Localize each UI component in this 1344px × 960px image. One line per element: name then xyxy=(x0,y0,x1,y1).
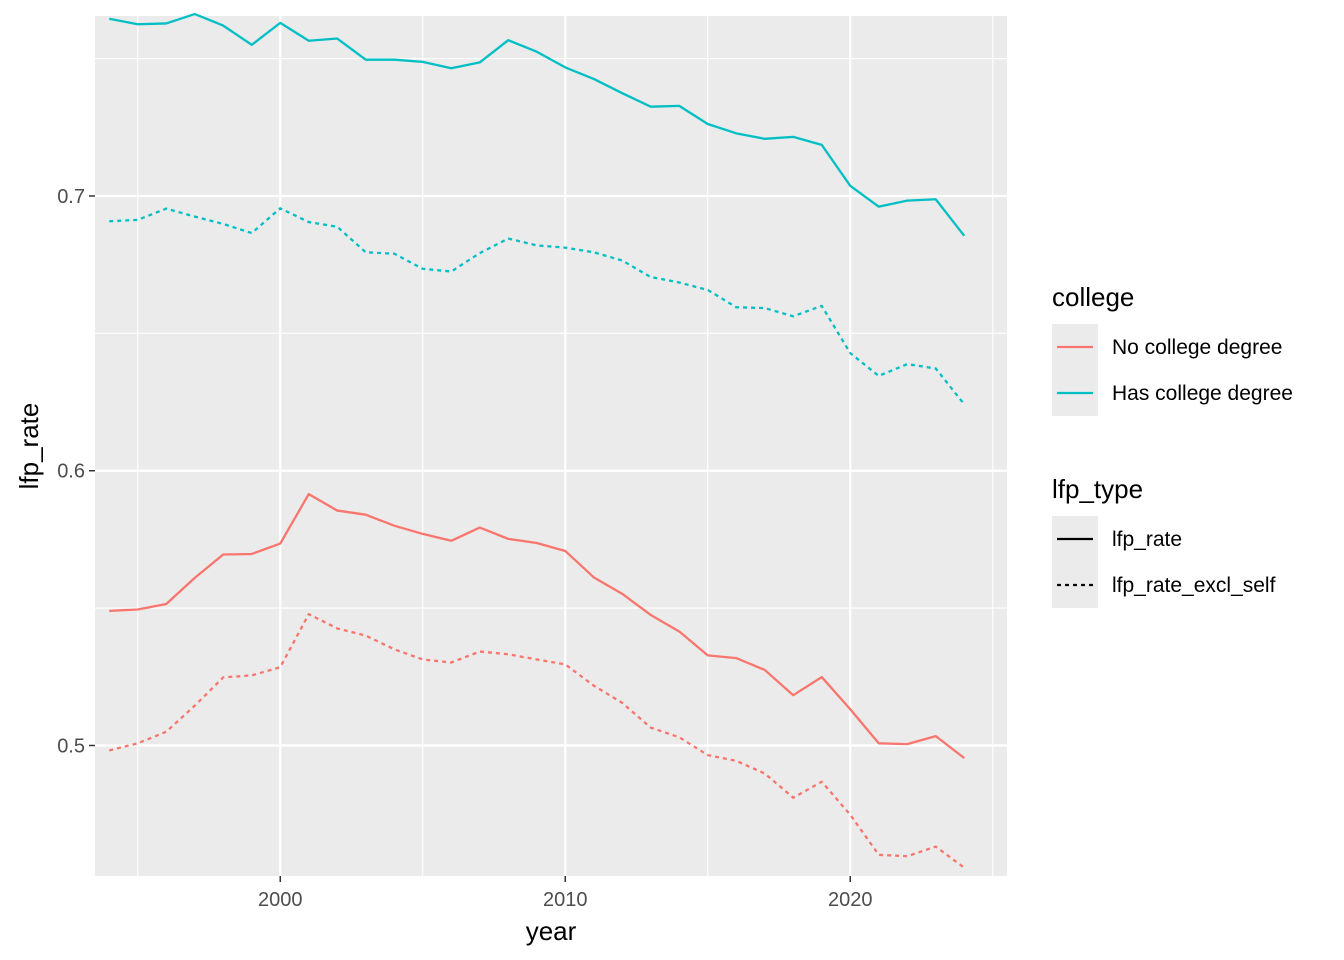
x-tick-label: 2010 xyxy=(543,889,588,911)
legend-label: lfp_rate xyxy=(1112,528,1182,551)
y-axis-title: lfp_rate xyxy=(14,403,44,490)
y-tick-label: 0.5 xyxy=(57,735,85,757)
major-gridlines xyxy=(95,16,1007,876)
plot-panel xyxy=(95,16,1007,876)
series-line-no-college-degree-lfp-rate xyxy=(109,492,965,760)
legend-label: No college degree xyxy=(1112,336,1282,359)
x-axis: 2000 2010 2020 xyxy=(258,876,873,911)
x-axis-title: year xyxy=(526,916,577,946)
legend-title: lfp_type xyxy=(1052,474,1143,504)
legend-label: lfp_rate_excl_self xyxy=(1112,574,1276,597)
x-tick-label: 2020 xyxy=(828,889,873,911)
series-line-has-college-degree-lfp-rate xyxy=(109,12,966,237)
series-lines xyxy=(108,12,966,869)
minor-gridlines xyxy=(95,16,1007,884)
x-tick-label: 2000 xyxy=(258,889,303,911)
y-axis: 0.5 0.6 0.7 xyxy=(57,186,95,757)
y-tick-label: 0.6 xyxy=(57,461,85,483)
legend-label: Has college degree xyxy=(1112,382,1293,405)
series-line-no-college-degree-lfp-rate-excl-self xyxy=(108,613,965,869)
legend: college No college degree Has college degr… xyxy=(1052,282,1293,608)
y-tick-label: 0.7 xyxy=(57,186,85,208)
legend-title: college xyxy=(1052,282,1134,312)
series-line-has-college-degree-lfp-rate-excl-self xyxy=(109,207,966,405)
